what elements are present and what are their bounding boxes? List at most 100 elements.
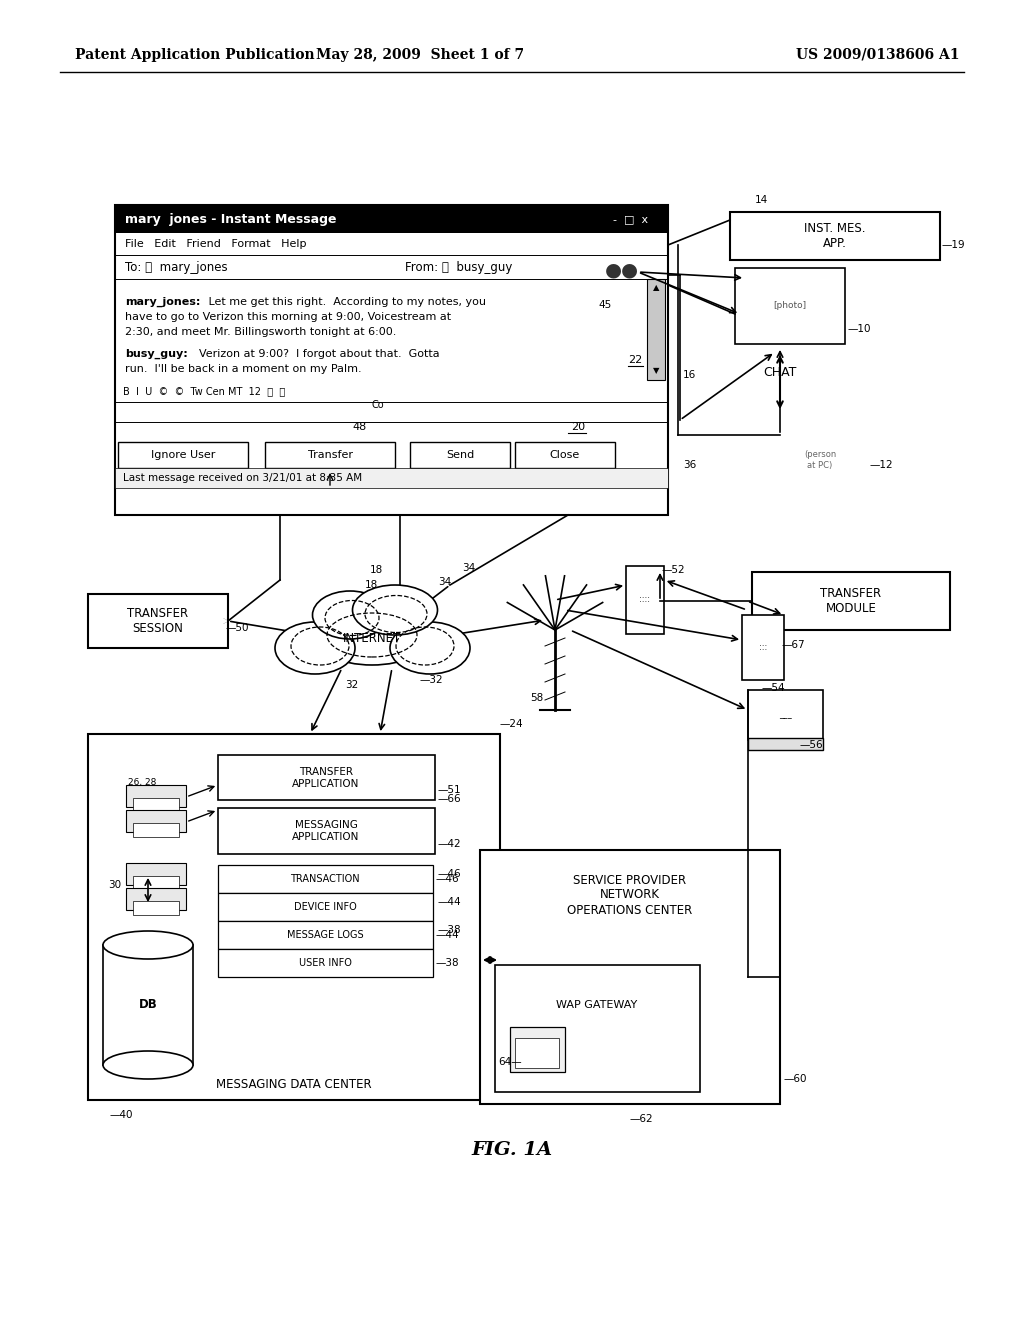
Text: 58: 58	[530, 693, 544, 704]
Bar	[510, 1027, 565, 1072]
Bar	[748, 690, 823, 741]
Text: busy_guy:: busy_guy:	[125, 348, 187, 359]
Text: 32: 32	[345, 680, 358, 690]
Text: —40: —40	[110, 1110, 133, 1119]
Bar	[515, 1038, 559, 1068]
Text: —10: —10	[848, 323, 871, 334]
Text: 36: 36	[683, 459, 696, 470]
Text: —38: —38	[438, 925, 462, 935]
Text: (person
at PC): (person at PC)	[804, 450, 837, 470]
Text: USER INFO: USER INFO	[299, 958, 351, 968]
Bar	[218, 808, 435, 854]
Bar	[730, 213, 940, 260]
Text: —52: —52	[662, 565, 686, 576]
Bar	[218, 755, 435, 800]
Text: ___: ___	[778, 710, 792, 719]
Text: Last message received on 3/21/01 at 8:35 AM: Last message received on 3/21/01 at 8:35…	[123, 473, 362, 483]
Bar	[133, 876, 179, 890]
Text: have to go to Verizon this morning at 9:00, Voicestream at: have to go to Verizon this morning at 9:…	[125, 312, 452, 322]
Bar	[515, 442, 615, 469]
Text: 30: 30	[108, 880, 121, 890]
Text: Co: Co	[371, 400, 384, 411]
Text: From: ⒨  busy_guy: From: ⒨ busy_guy	[406, 260, 512, 273]
Bar	[410, 442, 510, 469]
Text: MESSAGE LOGS: MESSAGE LOGS	[287, 931, 364, 940]
Text: —62: —62	[630, 1114, 653, 1125]
Text: Ignore User: Ignore User	[151, 450, 215, 459]
Text: Let me get this right.  According to my notes, you: Let me get this right. According to my n…	[205, 297, 486, 308]
Text: 34: 34	[462, 564, 475, 573]
Text: —46: —46	[438, 869, 462, 879]
Text: CHAT: CHAT	[763, 366, 797, 379]
Bar	[133, 799, 179, 812]
Bar	[480, 850, 780, 1104]
Text: ▲: ▲	[652, 284, 659, 293]
Bar	[118, 442, 248, 469]
Text: To: ⒨  mary_jones: To: ⒨ mary_jones	[125, 260, 227, 273]
Bar	[126, 888, 186, 909]
Text: —44: —44	[436, 931, 460, 940]
Bar	[218, 949, 433, 977]
Text: 34: 34	[438, 577, 452, 587]
Bar	[218, 894, 433, 921]
Bar	[218, 865, 433, 894]
Text: INST. MES.
APP.: INST. MES. APP.	[804, 222, 865, 249]
Text: 22: 22	[628, 355, 642, 366]
Text: 2:30, and meet Mr. Billingsworth tonight at 6:00.: 2:30, and meet Mr. Billingsworth tonight…	[125, 327, 396, 337]
Text: DEVICE INFO: DEVICE INFO	[294, 902, 356, 912]
Ellipse shape	[103, 931, 193, 960]
Text: —54: —54	[762, 682, 785, 693]
Text: —38: —38	[436, 958, 460, 968]
Text: Transfer: Transfer	[307, 450, 352, 459]
Bar	[88, 734, 500, 1100]
Bar	[126, 810, 186, 832]
Text: -  □  x: - □ x	[613, 214, 648, 224]
Bar	[103, 945, 193, 1065]
Bar	[133, 822, 179, 837]
Ellipse shape	[103, 1051, 193, 1078]
Bar	[115, 205, 668, 234]
Text: TRANSFER
MODULE: TRANSFER MODULE	[820, 587, 882, 615]
Text: —67: —67	[782, 640, 806, 649]
Text: —46: —46	[436, 874, 460, 884]
Text: 18: 18	[365, 579, 378, 590]
Text: 45: 45	[598, 300, 611, 310]
Text: TRANSFER
APPLICATION: TRANSFER APPLICATION	[292, 767, 359, 789]
Text: Send: Send	[445, 450, 474, 459]
Text: mary_jones:: mary_jones:	[125, 297, 201, 308]
Text: 14: 14	[755, 195, 768, 205]
Ellipse shape	[352, 585, 437, 635]
Text: 48: 48	[353, 422, 368, 432]
Bar	[218, 921, 433, 949]
Text: FIG. 1A: FIG. 1A	[471, 1140, 553, 1159]
Ellipse shape	[275, 622, 355, 675]
Text: 16: 16	[683, 370, 696, 380]
Text: MESSAGING
APPLICATION: MESSAGING APPLICATION	[292, 820, 359, 842]
Text: —42: —42	[438, 840, 462, 849]
Text: —12: —12	[870, 459, 894, 470]
Ellipse shape	[312, 591, 387, 639]
Text: 26, 28: 26, 28	[128, 777, 157, 787]
Text: ▼: ▼	[652, 367, 659, 375]
Text: mary  jones - Instant Message: mary jones - Instant Message	[125, 213, 337, 226]
Text: TRANSACTION: TRANSACTION	[290, 874, 359, 884]
Bar	[265, 442, 395, 469]
Text: TRANSFER
SESSION: TRANSFER SESSION	[127, 607, 188, 635]
Bar	[748, 738, 823, 750]
Text: :::: :::	[759, 644, 767, 652]
Bar	[752, 572, 950, 630]
Text: —44: —44	[438, 898, 462, 907]
Bar	[133, 902, 179, 915]
Bar	[126, 863, 186, 884]
Text: 64—: 64—	[498, 1057, 521, 1067]
Text: SERVICE PROVIDER
NETWORK
OPERATIONS CENTER: SERVICE PROVIDER NETWORK OPERATIONS CENT…	[567, 874, 692, 916]
Bar	[126, 785, 186, 807]
Bar	[735, 268, 845, 345]
Text: DB: DB	[138, 998, 158, 1011]
Bar	[115, 469, 668, 488]
Text: MESSAGING DATA CENTER: MESSAGING DATA CENTER	[216, 1077, 372, 1090]
Text: [photo]: [photo]	[773, 301, 807, 310]
Text: —32: —32	[420, 675, 443, 685]
Bar	[115, 205, 668, 515]
Text: Patent Application Publication: Patent Application Publication	[75, 48, 314, 62]
